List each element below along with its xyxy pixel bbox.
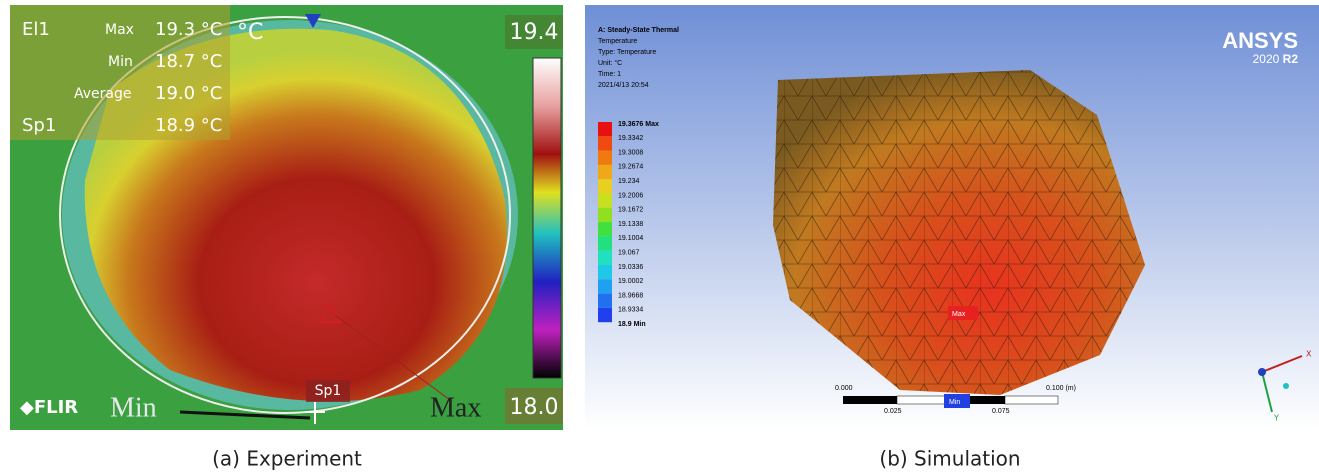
figure: El1 Max 19.3 °C °C Min 18.7 °C Average 1… [0,0,1319,472]
header-line: 2021/4/13 20:54 [598,82,649,89]
min-tag: Min [949,399,960,406]
legend-label: 18.9 Min [618,321,646,328]
legend-swatch [598,122,612,136]
unit: °C [237,20,263,45]
max-value: 19.3 °C [155,19,222,40]
max-tag: Max [952,311,966,318]
ansys-brand: ANSYS [1222,28,1298,53]
range-min: Min [110,392,157,423]
min-value: 18.7 °C [155,51,222,72]
header-line: Temperature [598,38,637,45]
legend-swatch [598,279,612,293]
legend-label: 19.0336 [618,264,643,271]
spot-label: Sp1 [22,115,56,136]
scale-label: 0.025 [884,408,902,415]
header-line: Type: Temperature [598,49,656,56]
header-line: A: Steady-State Thermal [598,27,679,34]
legend-swatch [598,151,612,165]
legend-swatch [598,222,612,236]
legend-label: 19.3008 [618,149,643,156]
legend-label: 19.2674 [618,164,643,171]
brand-text: FLIR [34,397,78,418]
scale-label: 0.075 [992,408,1010,415]
legend-swatch [598,208,612,222]
legend-label: 18.9334 [618,307,643,314]
scale-seg [1005,396,1058,404]
spot-marker: Sp1 [315,383,342,399]
axis-y-label: Y [1273,414,1279,423]
legend-swatch [598,165,612,179]
spot-value: 18.9 °C [155,115,222,136]
legend-swatch [598,179,612,193]
legend-label: 19.0002 [618,278,643,285]
legend-swatch [598,251,612,265]
legend-swatch [598,308,612,322]
legend-swatch [598,236,612,250]
min-label: Min [108,54,133,70]
caption-a: (a) Experiment [212,447,362,471]
scale-bottom: 18.0 [510,395,559,420]
scale-seg [843,396,897,404]
color-bar [533,58,561,378]
version: 2020 [1253,52,1280,66]
scale-top: 19.4 [510,20,559,45]
legend-label: 19.3676 Max [618,121,659,128]
legend-swatch [598,265,612,279]
header-line: Unit: °C [598,59,622,67]
legend-label: 19.1672 [618,207,643,214]
legend-label: 19.2006 [618,192,643,199]
release: R2 [1283,52,1299,66]
page: El1 Max 19.3 °C °C Min 18.7 °C Average 1… [0,0,1319,472]
legend-label: 19.3342 [618,135,643,142]
scale-label: 0.100 (m) [1046,385,1076,392]
brand: ◆FLIR [20,397,78,418]
axis-x-label: X [1306,350,1312,359]
axis-z [1283,383,1289,389]
caption-b: (b) Simulation [879,447,1020,471]
average-label: Average [74,86,132,102]
legend-swatch [598,194,612,208]
legend-label: 19.234 [618,178,640,185]
legend-label: 19.1004 [618,235,643,242]
max-label: Max [105,22,134,38]
scale-seg [897,396,951,404]
legend-label: 19.1338 [618,221,643,228]
header-line: Time: 1 [598,71,621,78]
axis-origin [1258,368,1266,376]
legend-swatch [598,136,612,150]
scale-label: 0.000 [835,385,853,392]
legend-label: 19.067 [618,250,640,257]
region-label: El1 [22,19,50,40]
legend-label: 18.9668 [618,292,643,299]
legend-swatch [598,294,612,308]
ansys-version: 2020 R2 [1253,52,1299,66]
range-max: Max [430,392,481,423]
average-value: 19.0 °C [155,83,222,104]
